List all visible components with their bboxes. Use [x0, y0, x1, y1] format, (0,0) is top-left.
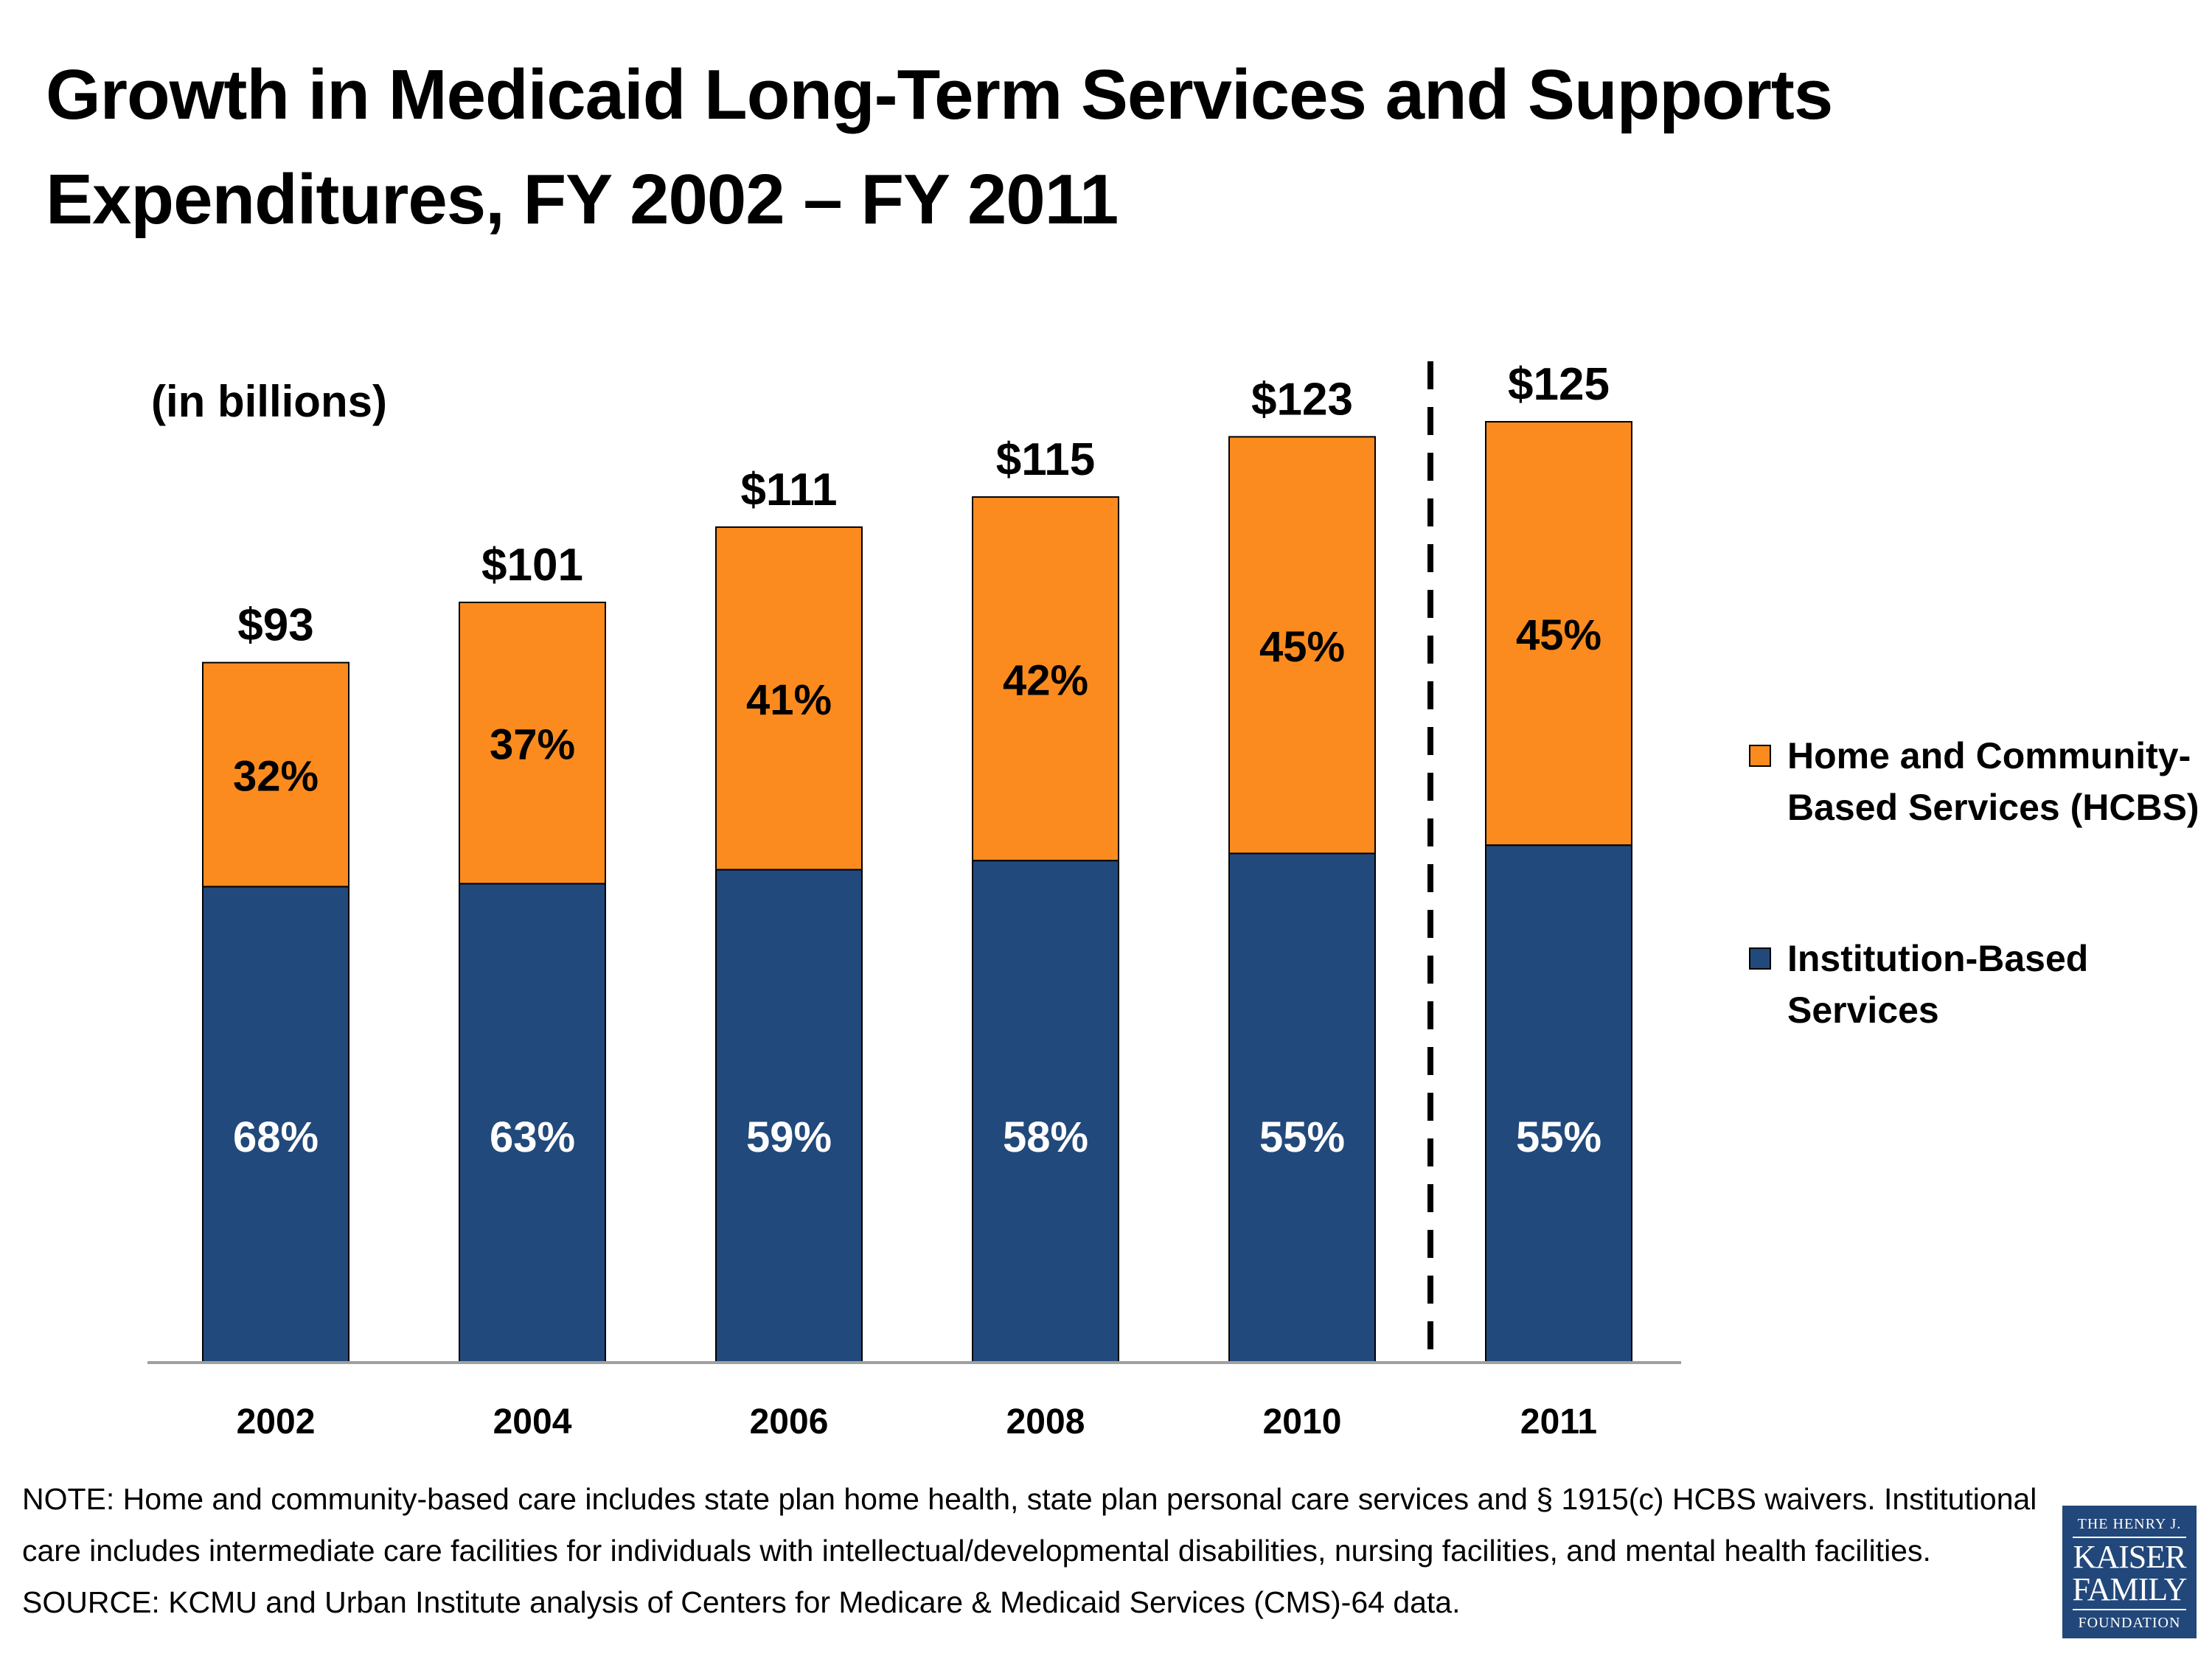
source-text: SOURCE: KCMU and Urban Institute analysi…	[22, 1585, 1461, 1619]
unit-label: (in billions)	[151, 377, 387, 426]
institution-percent-label-2002: 68%	[233, 1113, 319, 1161]
hcbs-percent-label-2011: 45%	[1516, 611, 1601, 659]
legend-swatch-institution	[1749, 947, 1771, 970]
logo-line-4: FOUNDATION	[2078, 1615, 2181, 1631]
logo-rule-top	[2073, 1537, 2186, 1538]
x-tick-label-2010: 2010	[1263, 1402, 1342, 1441]
bar-hcbs-2008	[972, 496, 1119, 862]
hcbs-percent-label-2004: 37%	[490, 721, 575, 769]
bar-institution-2010	[1228, 852, 1376, 1364]
hcbs-percent-label-2008: 42%	[1003, 657, 1088, 705]
institution-percent-label-2011: 55%	[1516, 1113, 1601, 1161]
logo-line-2: KAISER	[2073, 1539, 2187, 1575]
total-label-2002: $93	[237, 600, 313, 651]
x-tick-label-2002: 2002	[237, 1402, 316, 1441]
chart-title: Growth in Medicaid Long-Term Services an…	[46, 55, 1833, 239]
total-label-2010: $123	[1251, 374, 1353, 425]
total-label-2008: $115	[996, 434, 1096, 485]
x-tick-label-2006: 2006	[750, 1402, 829, 1441]
x-tick-label-2011: 2011	[1520, 1402, 1597, 1441]
bar-hcbs-2002	[202, 661, 349, 888]
legend-label-institution: Institution-Based Services	[1787, 938, 2089, 1031]
bar-hcbs-2004	[459, 601, 606, 885]
footnote: NOTE: Home and community-based care incl…	[22, 1473, 2057, 1628]
legend-swatch-hcbs	[1749, 745, 1771, 767]
total-label-2004: $101	[481, 540, 583, 591]
logo-rule-bottom	[2073, 1609, 2186, 1610]
bar-hcbs-2006	[715, 526, 863, 871]
bar-institution-2011	[1485, 844, 1632, 1363]
hcbs-percent-label-2002: 32%	[233, 753, 319, 801]
logo-line-1: THE HENRY J.	[2077, 1516, 2182, 1532]
total-label-2011: $125	[1508, 359, 1610, 410]
note-text: NOTE: Home and community-based care incl…	[22, 1482, 2037, 1568]
bar-hcbs-2011	[1485, 421, 1632, 846]
institution-percent-label-2004: 63%	[490, 1113, 575, 1161]
bar-institution-2002	[202, 886, 349, 1363]
legend-label-hcbs: Home and Community-Based Services (HCBS)	[1787, 735, 2199, 828]
bar-institution-2004	[459, 883, 606, 1363]
logo-line-3: FAMILY	[2072, 1571, 2187, 1607]
bar-institution-2006	[715, 869, 863, 1363]
hcbs-percent-label-2010: 45%	[1259, 623, 1345, 671]
bar-hcbs-2010	[1228, 436, 1376, 855]
bar-institution-2008	[972, 860, 1119, 1363]
hcbs-percent-label-2006: 41%	[746, 676, 832, 724]
total-label-2006: $111	[740, 465, 837, 515]
institution-percent-label-2008: 58%	[1003, 1113, 1088, 1161]
x-tick-label-2004: 2004	[493, 1402, 572, 1441]
kff-logo: THE HENRY J. KAISER FAMILY FOUNDATION	[2062, 1506, 2197, 1638]
institution-percent-label-2010: 55%	[1259, 1113, 1345, 1161]
institution-percent-label-2006: 59%	[746, 1113, 832, 1161]
x-tick-label-2008: 2008	[1006, 1402, 1085, 1441]
